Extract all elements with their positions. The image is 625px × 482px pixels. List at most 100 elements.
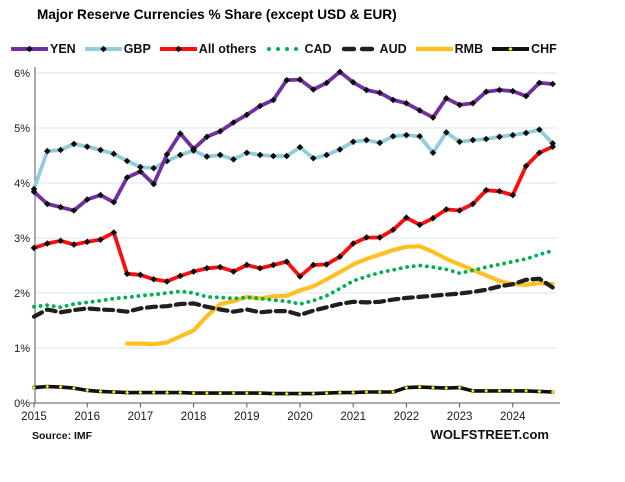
marker-gbp <box>123 157 131 165</box>
x-tick-label-2019: 2019 <box>234 411 260 423</box>
marker-all-others <box>482 186 490 194</box>
marker-all-others <box>323 261 330 268</box>
marker-all-others <box>30 244 38 252</box>
marker-gbp <box>509 131 517 139</box>
series-line-gbp <box>32 127 555 191</box>
marker-chf <box>471 389 475 393</box>
marker-yen <box>403 99 410 107</box>
marker-gbp <box>83 143 91 150</box>
marker-chf <box>524 389 528 393</box>
marker-gbp <box>270 152 277 160</box>
marker-gbp <box>310 154 317 162</box>
marker-gbp <box>44 147 51 155</box>
y-tick-label-5pct: 5% <box>14 123 30 135</box>
marker-all-others <box>216 263 224 271</box>
marker-yen <box>416 107 423 114</box>
legend-swatch-gbp <box>84 45 122 53</box>
marker-gbp <box>110 150 118 158</box>
marker-all-others <box>110 229 118 236</box>
marker-all-others <box>70 241 78 248</box>
marker-gbp <box>403 131 410 139</box>
marker-gbp <box>70 140 78 148</box>
marker-yen <box>256 102 264 110</box>
marker-gbp <box>230 156 237 163</box>
branding-wolfstreet: WOLFSTREET.com <box>430 427 549 442</box>
marker-gbp <box>216 151 224 159</box>
marker-all-others <box>296 273 304 280</box>
marker-all-others <box>443 206 450 213</box>
y-tick-label-3pct: 3% <box>14 233 30 245</box>
legend-item-gbp: GBP <box>84 42 151 56</box>
marker-chf <box>431 385 435 390</box>
marker-gbp <box>536 126 543 133</box>
marker-chf <box>391 390 395 394</box>
marker-yen <box>30 188 38 196</box>
x-tick-label-2020: 2020 <box>287 411 313 423</box>
marker-all-others <box>123 270 131 278</box>
legend-label-chf: CHF <box>531 42 557 56</box>
legend-label-all-others: All others <box>198 42 257 56</box>
marker-yen <box>323 79 330 87</box>
marker-all-others <box>509 191 517 199</box>
x-tick-label-2021: 2021 <box>340 411 366 423</box>
chart-title: Major Reserve Currencies % Share (except… <box>37 7 397 22</box>
marker-chf <box>98 389 103 394</box>
legend-item-aud: AUD <box>341 42 407 56</box>
series-line-yen <box>32 70 555 213</box>
marker-yen <box>230 119 237 126</box>
marker-chf <box>151 390 156 395</box>
marker-chf <box>417 385 422 389</box>
marker-yen <box>509 87 517 95</box>
marker-gbp <box>283 152 290 160</box>
marker-gbp <box>137 163 144 171</box>
marker-chf <box>218 391 223 395</box>
marker-all-others <box>83 238 91 246</box>
y-tick-label-6pct: 6% <box>14 68 30 80</box>
marker-all-others <box>429 214 437 222</box>
marker-all-others <box>150 275 157 283</box>
legend-swatch-cad <box>267 47 299 51</box>
marker-chf <box>205 391 209 395</box>
marker-yen <box>296 76 304 83</box>
marker-chf <box>351 390 356 395</box>
marker-chf <box>484 389 489 393</box>
marker-all-others <box>456 207 463 214</box>
y-tick-label-0pct: 0% <box>14 398 30 410</box>
marker-all-others <box>243 261 251 269</box>
marker-yen <box>456 101 463 109</box>
marker-all-others <box>163 278 171 285</box>
marker-gbp <box>203 153 211 160</box>
marker-gbp <box>376 139 384 147</box>
marker-gbp <box>429 149 437 157</box>
marker-chf <box>324 391 329 395</box>
chart-legend: YEN GBP All others CAD AUD RMB CHF <box>11 40 566 58</box>
legend-item-yen: YEN <box>11 42 76 56</box>
marker-all-others <box>230 268 237 275</box>
marker-all-others <box>57 237 64 245</box>
legend-item-rmb: RMB <box>415 42 483 56</box>
legend-item-chf: CHF <box>492 42 557 56</box>
marker-gbp <box>456 138 463 146</box>
marker-yen <box>310 86 317 93</box>
marker-gbp <box>416 132 423 140</box>
marker-yen <box>536 79 543 87</box>
marker-chf <box>45 384 50 389</box>
marker-yen <box>522 92 530 100</box>
marker-yen <box>389 96 397 104</box>
marker-chf <box>258 391 262 395</box>
marker-yen <box>243 111 251 119</box>
marker-chf <box>165 390 169 395</box>
marker-all-others <box>349 240 357 247</box>
marker-yen <box>163 151 171 158</box>
marker-yen <box>123 174 131 181</box>
marker-chf <box>457 385 462 390</box>
series-line-chf <box>32 384 555 396</box>
marker-gbp <box>336 146 344 153</box>
marker-all-others <box>389 226 397 234</box>
marker-yen <box>482 88 490 95</box>
legend-label-yen: YEN <box>50 42 76 56</box>
marker-all-others <box>549 143 556 150</box>
marker-yen <box>549 80 556 88</box>
marker-yen <box>70 207 78 214</box>
